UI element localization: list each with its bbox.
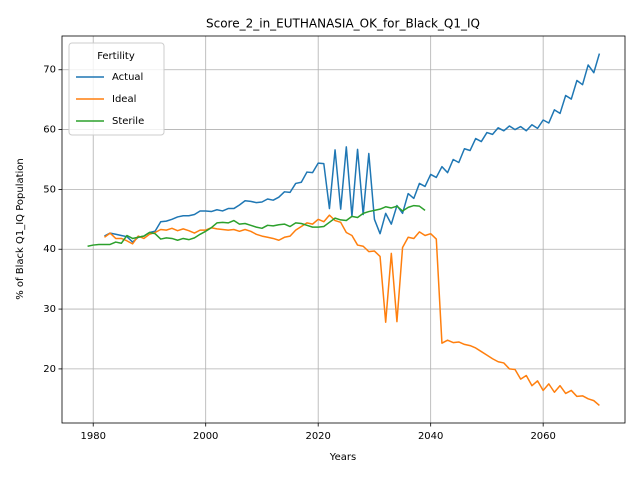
x-tick-label: 2040 xyxy=(418,431,443,442)
x-axis-label: Years xyxy=(329,452,356,463)
line-series xyxy=(87,204,426,247)
x-tick-label: 2000 xyxy=(193,431,218,442)
y-tick-label: 60 xyxy=(43,125,56,136)
line-series xyxy=(104,53,601,243)
x-tick-label: 2020 xyxy=(305,431,330,442)
y-tick-label: 70 xyxy=(43,65,56,76)
y-tick-label: 50 xyxy=(43,184,56,195)
y-tick-label: 30 xyxy=(43,304,56,315)
legend-label: Ideal xyxy=(112,94,136,105)
legend-title: Fertility xyxy=(97,51,135,62)
y-tick-label: 20 xyxy=(43,364,56,375)
legend-label: Sterile xyxy=(112,116,144,127)
x-tick-label: 1980 xyxy=(80,431,105,442)
chart-title: Score_2_in_EUTHANASIA_OK_for_Black_Q1_IQ xyxy=(206,17,480,31)
legend-box xyxy=(68,42,165,136)
y-axis-label: % of Black Q1_IQ Population xyxy=(15,158,26,300)
y-tick-label: 40 xyxy=(43,244,56,255)
plot-frame xyxy=(61,35,626,424)
legend-label: Actual xyxy=(112,72,143,83)
x-tick-label: 2060 xyxy=(530,431,555,442)
line-series xyxy=(104,214,600,406)
